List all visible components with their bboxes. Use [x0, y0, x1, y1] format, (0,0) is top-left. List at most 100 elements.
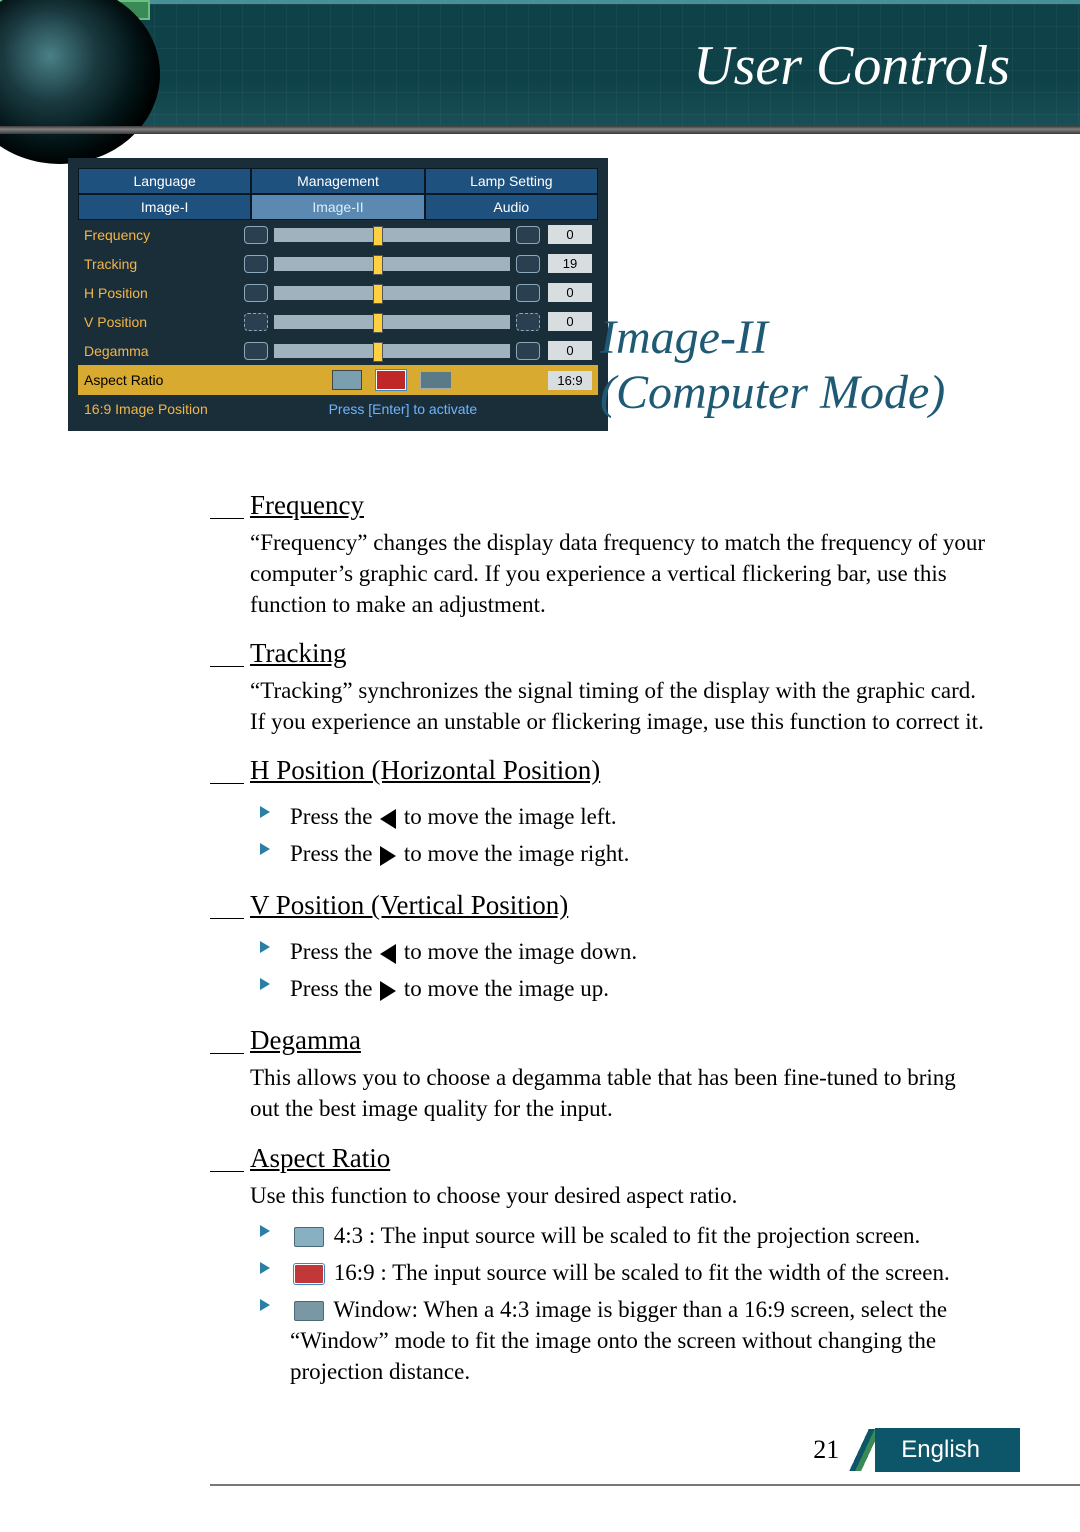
subhead-aspect-ratio: Aspect Ratio — [250, 1143, 390, 1174]
hint-text: Press [Enter] to activate — [329, 401, 478, 417]
inc-icon[interactable] — [516, 255, 540, 273]
row-tracking[interactable]: Tracking 19 — [78, 249, 598, 278]
row-label: H Position — [84, 285, 244, 301]
tab-audio[interactable]: Audio — [425, 194, 598, 220]
header-underline — [0, 126, 1080, 134]
slider-track[interactable] — [274, 286, 510, 300]
text: Press the — [290, 804, 378, 829]
row-label: Degamma — [84, 343, 244, 359]
list-item: Window: When a 4:3 image is bigger than … — [282, 1291, 990, 1390]
tab-lamp-setting[interactable]: Lamp Setting — [425, 168, 598, 194]
slider-track[interactable] — [274, 228, 510, 242]
text: Press the — [290, 841, 378, 866]
para-aspect-intro: Use this function to choose your desired… — [250, 1180, 990, 1211]
left-arrow-icon — [380, 809, 396, 829]
list-item: Press the to move the image down. — [282, 933, 990, 970]
dec-icon[interactable] — [244, 226, 268, 244]
value: 0 — [548, 312, 592, 331]
slider-degamma[interactable] — [244, 342, 540, 360]
slider-track[interactable] — [274, 344, 510, 358]
menu-tabs-row1: Language Management Lamp Setting — [78, 168, 598, 194]
inc-icon[interactable] — [516, 313, 540, 331]
list-item: Press the to move the image up. — [282, 970, 990, 1007]
row-label: Tracking — [84, 256, 244, 272]
text: 4:3 : The input source will be scaled to… — [334, 1223, 921, 1248]
row-h-position[interactable]: H Position 0 — [78, 278, 598, 307]
slider-v-position[interactable] — [244, 313, 540, 331]
subhead-frequency: Frequency — [250, 490, 364, 521]
aspect-icons[interactable] — [244, 370, 540, 390]
list-item: Press the to move the image left. — [282, 798, 990, 835]
row-label: 16:9 Image Position — [84, 401, 208, 417]
footer-rule — [210, 1484, 1080, 1486]
dec-icon[interactable] — [244, 255, 268, 273]
tab-image-1[interactable]: Image-I — [78, 194, 251, 220]
ratio-16-9-icon — [294, 1264, 324, 1284]
osd-menu: Language Management Lamp Setting Image-I… — [68, 158, 608, 431]
list-v-position: Press the to move the image down. Press … — [250, 933, 990, 1007]
dec-icon[interactable] — [244, 342, 268, 360]
row-label: V Position — [84, 314, 244, 330]
page-footer: 21 English — [813, 1428, 1020, 1472]
slider-track[interactable] — [274, 257, 510, 271]
row-enter-hint: 16:9 Image Position Press [Enter] to act… — [78, 395, 598, 417]
section-heading-line1: Image-II — [600, 310, 945, 365]
row-v-position[interactable]: V Position 0 — [78, 307, 598, 336]
text: 16:9 : The input source will be scaled t… — [334, 1260, 950, 1285]
slider-track[interactable] — [274, 315, 510, 329]
list-aspect-ratio: 4:3 : The input source will be scaled to… — [250, 1217, 990, 1390]
value: 0 — [548, 225, 592, 244]
inc-icon[interactable] — [516, 226, 540, 244]
slider-h-position[interactable] — [244, 284, 540, 302]
value: 0 — [548, 341, 592, 360]
dec-icon[interactable] — [244, 284, 268, 302]
value: 0 — [548, 283, 592, 302]
list-item: Press the to move the image right. — [282, 835, 990, 872]
text: to move the image left. — [404, 804, 617, 829]
row-degamma[interactable]: Degamma 0 — [78, 336, 598, 365]
para-frequency: “Frequency” changes the display data fre… — [250, 527, 990, 620]
footer-slash-icon — [845, 1429, 875, 1471]
row-frequency[interactable]: Frequency 0 — [78, 220, 598, 249]
list-h-position: Press the to move the image left. Press … — [250, 798, 990, 872]
list-item: 16:9 : The input source will be scaled t… — [282, 1254, 990, 1291]
right-arrow-icon — [380, 846, 396, 866]
slider-frequency[interactable] — [244, 226, 540, 244]
footer-language: English — [875, 1428, 1020, 1472]
lens-graphic — [0, 0, 160, 164]
value: 16:9 — [548, 371, 592, 390]
page-title: User Controls — [693, 34, 1010, 98]
subhead-h-position: H Position (Horizontal Position) — [250, 755, 600, 786]
inc-icon[interactable] — [516, 342, 540, 360]
section-heading: Image-II (Computer Mode) — [600, 310, 945, 420]
text: to move the image down. — [404, 939, 637, 964]
right-arrow-icon — [380, 981, 396, 1001]
text: Press the — [290, 939, 378, 964]
tab-image-2[interactable]: Image-II — [251, 194, 424, 220]
left-arrow-icon — [380, 944, 396, 964]
page-number: 21 — [813, 1435, 839, 1465]
row-label: Frequency — [84, 227, 244, 243]
ratio-4-3-icon[interactable] — [332, 370, 362, 390]
ratio-window-icon[interactable] — [420, 371, 452, 389]
subhead-tracking: Tracking — [250, 638, 347, 669]
section-heading-line2: (Computer Mode) — [600, 365, 945, 420]
ratio-window-icon — [294, 1301, 324, 1321]
para-tracking: “Tracking” synchronizes the signal timin… — [250, 675, 990, 737]
text: to move the image right. — [404, 841, 629, 866]
tab-management[interactable]: Management — [251, 168, 424, 194]
inc-icon[interactable] — [516, 284, 540, 302]
text: to move the image up. — [404, 976, 609, 1001]
para-degamma: This allows you to choose a degamma tabl… — [250, 1062, 990, 1124]
dec-icon[interactable] — [244, 313, 268, 331]
slider-tracking[interactable] — [244, 255, 540, 273]
tab-language[interactable]: Language — [78, 168, 251, 194]
ratio-16-9-icon[interactable] — [376, 370, 406, 390]
text: Window: When a 4:3 image is bigger than … — [290, 1297, 947, 1384]
subhead-degamma: Degamma — [250, 1025, 361, 1056]
value: 19 — [548, 254, 592, 273]
page-header: User Controls — [0, 0, 1080, 130]
menu-tabs-row2: Image-I Image-II Audio — [78, 194, 598, 220]
row-aspect-ratio[interactable]: Aspect Ratio 16:9 — [78, 365, 598, 395]
body-content: Frequency “Frequency” changes the displa… — [250, 478, 990, 1396]
